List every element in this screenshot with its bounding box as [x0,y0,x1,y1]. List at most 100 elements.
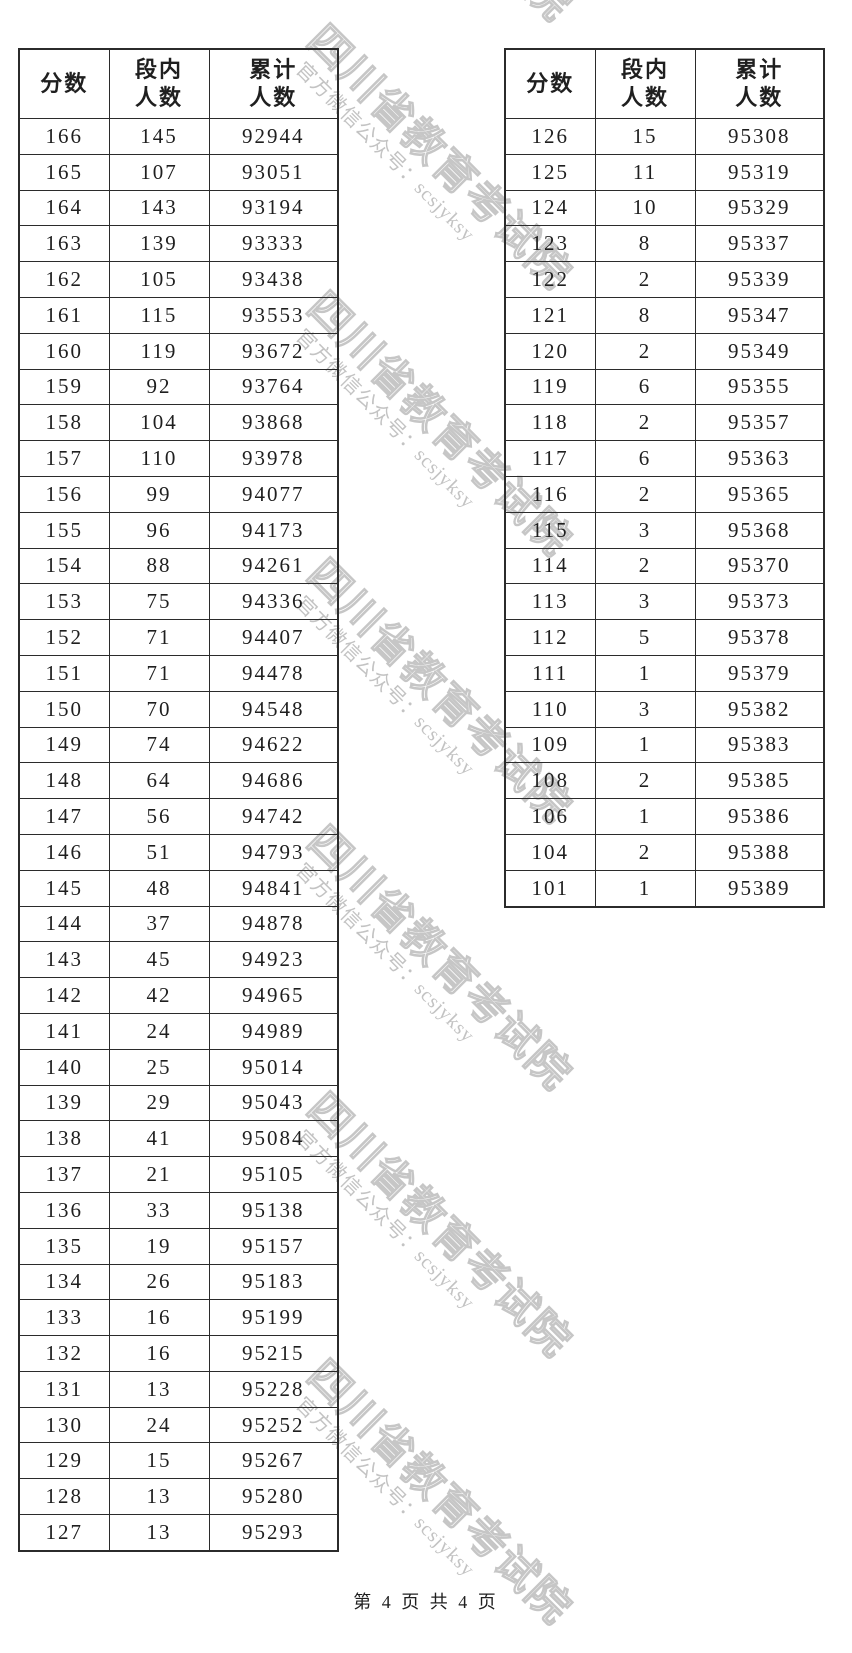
table-cell: 10 [594,189,696,227]
table-cell: 101 [504,869,596,908]
table-cell: 94841 [208,869,339,907]
table-cell: 95308 [694,118,825,155]
table-cell: 16 [108,1335,210,1372]
table-cell: 120 [504,332,596,370]
table-cell: 37 [108,905,210,943]
table-cell: 119 [504,368,596,406]
table-row: 144 37 94878 [18,905,339,943]
table-cell: 126 [504,118,596,155]
table-row: 121 8 95347 [504,296,825,334]
table-cell: 151 [18,654,110,692]
table-cell: 153 [18,583,110,621]
table-cell: 140 [18,1048,110,1086]
table-row: 157 110 93978 [18,440,339,477]
table-cell: 93764 [208,368,339,406]
table-row: 162 105 93438 [18,261,339,298]
table-row: 124 10 95329 [504,189,825,227]
watermark-main-text: 四川省教育考试院 [298,1085,581,1368]
score-table-right: 分数 段内 人数 累计 人数 126 15 95308 125 11 95319 124 10 9532… [504,48,825,908]
table-cell: 139 [108,225,210,263]
table-cell: 3 [594,511,696,549]
table-cell: 117 [504,440,596,477]
table-cell: 166 [18,118,110,155]
table-row: 138 41 95084 [18,1120,339,1158]
table-cell: 115 [108,296,210,334]
table-cell: 95329 [694,189,825,227]
table-cell: 146 [18,833,110,871]
table-cell: 139 [18,1084,110,1122]
table-cell: 45 [108,941,210,979]
table-row: 161 115 93553 [18,296,339,334]
table-cell: 94742 [208,798,339,835]
table-cell: 164 [18,189,110,227]
table-cell: 2 [594,404,696,442]
table-row: 165 107 93051 [18,153,339,191]
table-cell: 94793 [208,833,339,871]
table-cell: 138 [18,1120,110,1158]
table-cell: 141 [18,1012,110,1050]
table-cell: 161 [18,296,110,334]
table-cell: 15 [594,118,696,155]
table-cell: 131 [18,1370,110,1408]
table-cell: 1 [594,726,696,764]
table-row: 160 119 93672 [18,332,339,370]
table-cell: 94622 [208,726,339,764]
table-cell: 74 [108,726,210,764]
watermark: 四川省教育考试院 官方微信公众号：scsjyksy [283,0,581,46]
table-cell: 95357 [694,404,825,442]
table-row: 104 2 95388 [504,833,825,871]
table-cell: 16 [108,1299,210,1337]
table-row: 153 75 94336 [18,583,339,621]
table-row: 112 5 95378 [504,619,825,656]
table-cell: 119 [108,332,210,370]
table-cell: 2 [594,332,696,370]
table-cell: 104 [504,833,596,871]
table-cell: 42 [108,977,210,1014]
table-cell: 1 [594,798,696,835]
table-cell: 95368 [694,511,825,549]
table-cell: 51 [108,833,210,871]
table-cell: 155 [18,511,110,549]
table-row: 111 1 95379 [504,654,825,692]
table-row: 113 3 95373 [504,583,825,621]
table-cell: 93194 [208,189,339,227]
table-cell: 24 [108,1406,210,1444]
table-cell: 157 [18,440,110,477]
table-cell: 19 [108,1227,210,1265]
table-cell: 128 [18,1478,110,1516]
watermark-sub-text: 官方微信公众号：scsjyksy [283,0,547,46]
table-cell: 94548 [208,690,339,728]
table-cell: 145 [18,869,110,907]
table-cell: 2 [594,475,696,513]
table-cell: 99 [108,475,210,513]
table-row: 149 74 94622 [18,726,339,764]
table-cell: 94336 [208,583,339,621]
header-row: 分数 段内 人数 累计 人数 [18,48,339,119]
header-row: 分数 段内 人数 累计 人数 [504,48,825,119]
table-cell: 108 [504,762,596,800]
table-cell: 159 [18,368,110,406]
table-cell: 48 [108,869,210,907]
table-cell: 165 [18,153,110,191]
column-header: 段内 人数 [594,48,696,119]
table-row: 118 2 95357 [504,404,825,442]
table-cell: 95373 [694,583,825,621]
table-cell: 15 [108,1442,210,1480]
table-row: 151 71 94478 [18,654,339,692]
table-cell: 154 [18,547,110,585]
table-cell: 8 [594,225,696,263]
table-cell: 71 [108,654,210,692]
table-cell: 95363 [694,440,825,477]
table-row: 155 96 94173 [18,511,339,549]
table-cell: 106 [504,798,596,835]
table-row: 146 51 94793 [18,833,339,871]
table-cell: 93868 [208,404,339,442]
table-row: 143 45 94923 [18,941,339,979]
table-cell: 95293 [208,1514,339,1552]
table-row: 129 15 95267 [18,1442,339,1480]
table-row: 140 25 95014 [18,1048,339,1086]
table-cell: 95183 [208,1263,339,1301]
table-cell: 94173 [208,511,339,549]
table-cell: 95084 [208,1120,339,1158]
